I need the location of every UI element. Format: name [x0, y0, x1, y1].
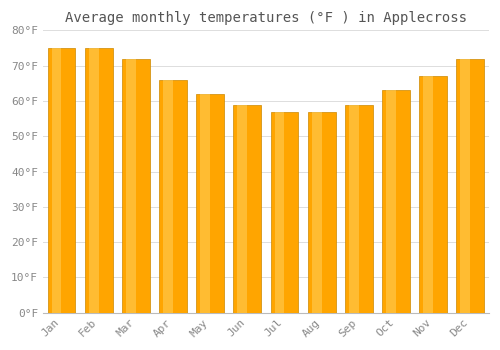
Bar [52, 48, 62, 313]
Bar [48, 48, 76, 313]
Bar [126, 59, 136, 313]
Bar [85, 48, 112, 313]
Bar [89, 48, 99, 313]
Bar [456, 59, 484, 313]
Bar [424, 76, 433, 313]
Bar [382, 90, 410, 313]
Bar [312, 112, 322, 313]
Bar [349, 105, 358, 313]
Bar [274, 112, 284, 313]
Bar [386, 90, 396, 313]
Bar [238, 105, 247, 313]
Bar [270, 112, 298, 313]
Bar [200, 94, 210, 313]
Bar [163, 80, 173, 313]
Title: Average monthly temperatures (°F ) in Applecross: Average monthly temperatures (°F ) in Ap… [65, 11, 467, 25]
Bar [419, 76, 447, 313]
Bar [196, 94, 224, 313]
Bar [122, 59, 150, 313]
Bar [345, 105, 373, 313]
Bar [460, 59, 470, 313]
Bar [159, 80, 187, 313]
Bar [308, 112, 336, 313]
Bar [234, 105, 262, 313]
